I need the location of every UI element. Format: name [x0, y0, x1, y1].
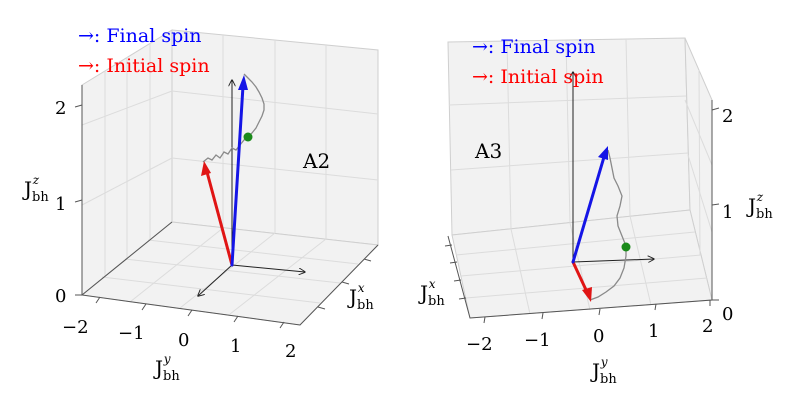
z-tick-a2-1: 1	[55, 194, 66, 215]
marker-point-a3	[621, 242, 631, 252]
panel-a2: A2 0 1 2 −2 −1 0 1 2 Jbhz Jbhy Jbhx	[22, 29, 380, 384]
y-axis-label-a3: Jbhy	[590, 355, 617, 387]
grid-a2	[81, 35, 379, 315]
y-tick-a2-4: 2	[285, 341, 296, 362]
axis-x-a3	[572, 259, 654, 262]
trajectory-a3	[589, 149, 627, 301]
x-axis-label-a3: Jbhx	[418, 277, 445, 309]
y-axis-label-a2: Jbhy	[153, 352, 180, 384]
axis-x-a2	[231, 264, 305, 272]
z-tick-a3-2: 2	[722, 106, 733, 127]
y-tick-a2-3: 1	[230, 336, 241, 357]
y-tick-a3-0: −2	[466, 334, 493, 355]
ticks-a2	[74, 104, 372, 329]
legend-a3: →: Final spin →: Initial spin	[472, 36, 604, 88]
z-tick-a2-2: 2	[55, 98, 66, 119]
y-tick-a3-4: 2	[702, 316, 713, 337]
final-spin-arrow-a3	[571, 146, 608, 264]
x-axis-label-a2: Jbhx	[347, 281, 374, 313]
y-tick-a2-2: 0	[178, 330, 189, 351]
final-spin-arrow-a2	[230, 75, 248, 267]
initial-spin-arrow-a2	[201, 161, 234, 267]
y-tick-a2-0: −2	[62, 317, 89, 338]
panel-label-a3: A3	[474, 139, 502, 163]
legend-initial-a3: →: Initial spin	[472, 66, 604, 88]
legend-final-a3: →: Final spin	[472, 36, 596, 58]
marker-point-a2	[243, 132, 253, 142]
z-axis-label-a2: Jbhz	[22, 173, 49, 205]
axis-y-a2	[198, 264, 233, 296]
legend-a2: →: Final spin →: Initial spin	[78, 25, 210, 77]
y-tick-a3-1: −1	[524, 330, 551, 351]
z-tick-a3-0: 0	[722, 304, 733, 325]
z-axis-label-a3: Jbhz	[746, 190, 773, 222]
y-tick-a3-2: 0	[593, 326, 604, 347]
z-tick-a2-0: 0	[55, 286, 66, 307]
y-tick-a3-3: 1	[648, 321, 659, 342]
panel-a3: A3 0 1 2 −2 −1 0 1 2 Jbhz Jbhx Jbhy	[418, 37, 773, 387]
legend-initial-a2: →: Initial spin	[78, 55, 210, 77]
y-tick-a2-1: −1	[118, 323, 145, 344]
initial-spin-arrow-a3	[571, 260, 592, 302]
ticks-a3	[444, 107, 720, 324]
z-tick-a3-1: 1	[722, 202, 733, 223]
panel-label-a2: A2	[302, 149, 330, 173]
legend-final-a2: →: Final spin	[78, 25, 202, 47]
